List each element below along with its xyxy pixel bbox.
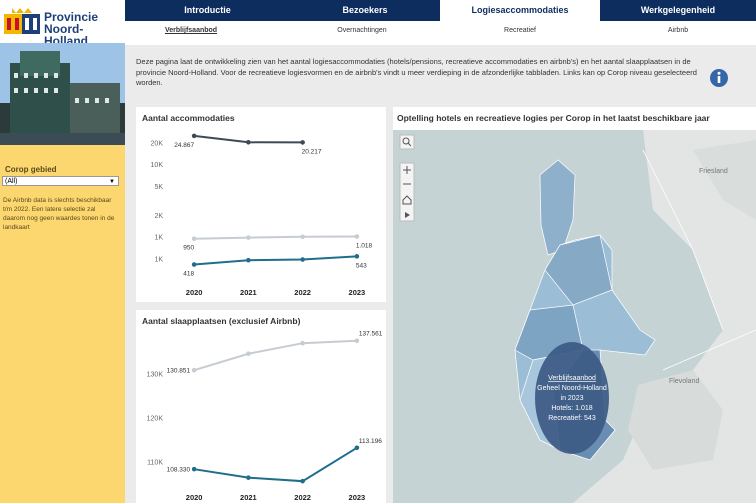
tooltip-line: in 2023 [561, 395, 584, 402]
y-tick-label: 130K [147, 371, 164, 378]
map-controls[interactable] [399, 134, 415, 222]
navigation: Introductie Bezoekers Logiesaccommodatie… [125, 0, 756, 45]
dropdown-arrow: ▼ [109, 179, 115, 185]
sidebar-note: De Airbnb data is slechts beschikbaar t/… [3, 197, 115, 231]
data-label: 137.561 [359, 331, 383, 338]
data-point [300, 257, 305, 262]
x-tick-label: 2022 [294, 288, 311, 297]
chart-title: Aantal accommodaties [142, 113, 235, 123]
data-point [300, 340, 305, 346]
map-card: Optelling hotels en recreatieve logies p… [393, 107, 756, 503]
logo-text: Provincie Noord-Holland [44, 11, 125, 47]
data-point [191, 262, 197, 267]
data-label: 543 [356, 262, 367, 269]
map-title: Optelling hotels en recreatieve logies p… [397, 113, 710, 123]
x-tick-label: 2021 [240, 493, 257, 502]
nav-tab[interactable]: Logiesaccommodaties [440, 0, 600, 21]
y-tick-label: 5K [154, 184, 163, 191]
data-point [246, 475, 251, 480]
data-point [191, 236, 197, 242]
sub-tab[interactable]: Overnachtingen [337, 27, 387, 34]
x-tick-label: 2023 [349, 288, 366, 297]
data-point [246, 235, 251, 240]
data-label: 24.867 [174, 142, 194, 149]
tooltip-line: Hotels: 1.018 [551, 405, 592, 412]
x-tick-label: 2023 [349, 493, 366, 502]
x-tick-label: 2022 [294, 493, 311, 502]
sub-tab[interactable]: Airbnb [667, 27, 689, 34]
y-tick-label: 10K [151, 162, 164, 169]
data-label: 130.851 [167, 368, 191, 375]
map: Friesland Flevoland Verblijfsaanbod Gehe… [393, 130, 756, 503]
tooltip: Verblijfsaanbod Geheel Noord-Holland in … [535, 342, 609, 454]
info-icon[interactable] [709, 68, 729, 88]
y-tick-label: 120K [147, 415, 164, 422]
data-point [191, 133, 197, 139]
logo-line1: Provincie [44, 10, 99, 24]
data-label: 1.018 [356, 243, 373, 250]
data-label: 950 [183, 245, 194, 252]
data-point [300, 234, 305, 240]
data-point [191, 466, 197, 472]
map-label: Friesland [699, 168, 728, 175]
tooltip-line: Verblijfsaanbod [548, 375, 596, 382]
series-line [193, 446, 358, 483]
data-point [246, 139, 251, 145]
nav-tab[interactable]: Introductie [125, 0, 290, 21]
data-point [300, 140, 305, 145]
y-tick-label: 1K [154, 256, 163, 263]
filter-label: Corop gebied [5, 165, 57, 174]
chart-card: Aantal slaapplaatsen (exclusief Airbnb) … [136, 310, 386, 503]
chart-card: Aantal accommodaties 20K 10K 5K 2K 1K 1K 2020 2… [136, 107, 386, 302]
data-point [354, 338, 360, 344]
logo-icon [4, 8, 40, 34]
sub-tab[interactable]: Recreatief [504, 27, 536, 34]
data-label: 20.217 [302, 148, 322, 155]
y-tick-label: 2K [154, 213, 163, 220]
logo: Provincie Noord-Holland [0, 0, 125, 47]
chart-title: Aantal slaapplaatsen (exclusief Airbnb) [142, 316, 301, 326]
data-point [246, 257, 251, 263]
data-point [354, 254, 360, 259]
series-line [193, 339, 357, 372]
filter-select[interactable]: (All) ▼ [2, 176, 119, 186]
tooltip-line: Recreatief: 543 [548, 415, 596, 422]
data-label: 108.330 [167, 467, 191, 474]
x-tick-label: 2020 [186, 493, 203, 502]
header-photo [0, 43, 125, 145]
chart: 20K 10K 5K 2K 1K 1K 2020 2021 2022 2023 24.867 20.2… [151, 133, 373, 297]
data-point [191, 367, 197, 373]
map-label: Flevoland [669, 378, 699, 385]
filter-value: (All) [5, 178, 18, 185]
nav-tab[interactable]: Bezoekers [290, 0, 440, 21]
chart: 130K 120K 110K 2020 2021 2022 2023 130.851 137.5… [147, 331, 383, 502]
sub-tab[interactable]: Verblijfsaanbod [164, 27, 218, 34]
data-point [300, 478, 305, 484]
nav-tab[interactable]: Werkgelegenheid [600, 0, 756, 21]
data-point [354, 234, 360, 239]
x-tick-label: 2020 [186, 288, 203, 297]
data-point [246, 351, 251, 357]
data-label: 113.196 [359, 438, 382, 445]
intro-text: Deze pagina laat de ontwikkeling zien va… [136, 57, 697, 87]
tooltip-line: Geheel Noord-Holland [537, 385, 607, 392]
data-point [354, 445, 360, 451]
y-tick-label: 110K [147, 459, 163, 466]
y-tick-label: 1K [154, 235, 163, 242]
x-tick-label: 2021 [240, 288, 257, 297]
series-line [194, 255, 357, 266]
series-line [194, 235, 357, 240]
y-tick-label: 20K [151, 140, 164, 147]
data-label: 418 [183, 271, 194, 278]
